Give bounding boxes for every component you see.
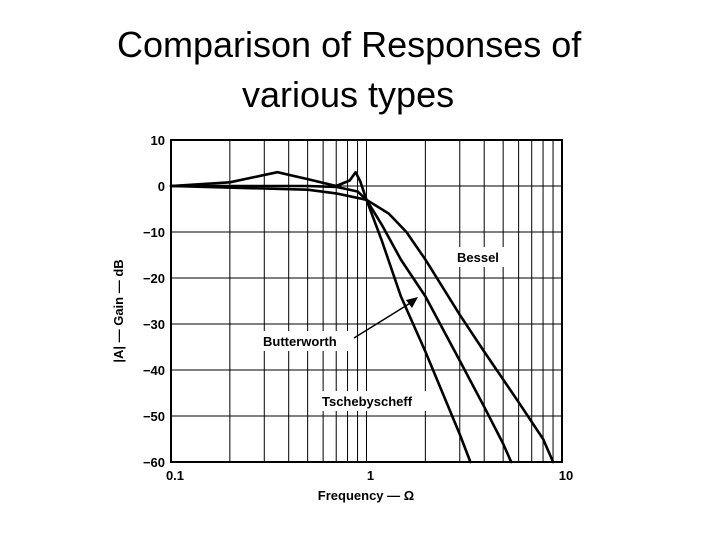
title-line-1: Comparison of Responses of: [117, 24, 582, 65]
y-tick-label: 10: [151, 133, 165, 148]
annotation-bg: [318, 391, 438, 411]
annotation-arrowhead: [406, 297, 418, 308]
y-tick-label: −50: [143, 409, 165, 424]
chart-curves: [169, 170, 555, 464]
y-tick-label: −60: [143, 455, 165, 470]
x-tick-label: 1: [367, 468, 374, 483]
y-axis-label: |A| — Gain — dB: [111, 259, 126, 362]
annotation-bessel: Bessel: [457, 250, 499, 265]
y-tick-label: 0: [158, 179, 165, 194]
y-tick-label: −40: [143, 363, 165, 378]
annotation-tschebyscheff: Tschebyscheff: [322, 394, 413, 409]
tick-labels: 10 0 −10 −20 −30 −40 −50 −600.1 1 10: [143, 133, 573, 483]
series-line-bessel: [169, 184, 555, 464]
y-tick-label: −20: [143, 271, 165, 286]
y-tick-label: −30: [143, 317, 165, 332]
annotation-arrow-line: [353, 301, 413, 339]
annotation-bg: [259, 331, 357, 351]
y-tick-label: −10: [143, 225, 165, 240]
x-tick-label: 10: [559, 468, 573, 483]
x-axis-label: Frequency — Ω: [318, 488, 414, 503]
series-annotations: Bessel Butterworth Tschebyscheff: [259, 247, 511, 411]
plot-frame: [170, 139, 563, 463]
series-line-tschebyscheff: [169, 170, 472, 464]
annotation-bg: [453, 247, 511, 267]
series-line-butterworth: [169, 184, 513, 464]
title-line-2: various types: [242, 74, 455, 115]
x-tick-label: 0.1: [166, 468, 184, 483]
annotation-butterworth: Butterworth: [263, 334, 337, 349]
